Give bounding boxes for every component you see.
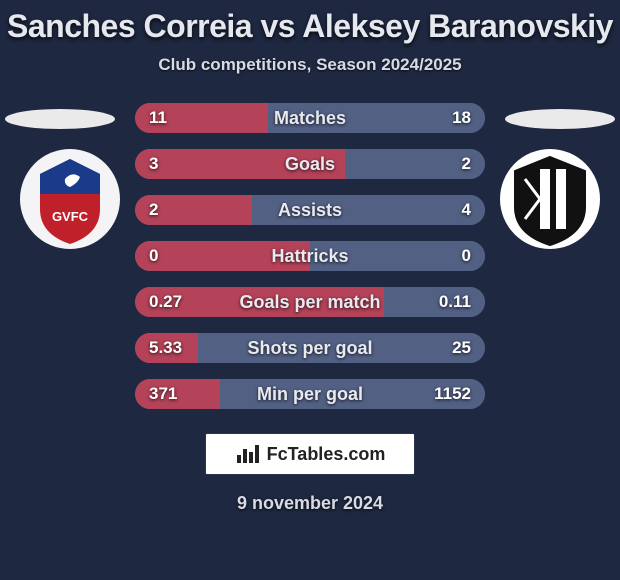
bar-right-fill	[345, 149, 485, 179]
crest-left-icon: GVFC	[20, 149, 120, 249]
svg-text:GVFC: GVFC	[52, 209, 89, 224]
bar-right-fill	[198, 333, 485, 363]
stat-row: Hattricks00	[135, 241, 485, 271]
stat-row: Assists24	[135, 195, 485, 225]
flag-left	[5, 109, 115, 129]
crest-right	[500, 149, 600, 249]
stat-row: Shots per goal5.3325	[135, 333, 485, 363]
bar-left-fill	[135, 195, 252, 225]
stat-bars: Matches1118 Goals32 Assists24 Hattricks00 Go…	[135, 103, 485, 425]
flag-right	[505, 109, 615, 129]
footer-brand-text: FcTables.com	[267, 444, 386, 465]
bar-right-fill	[310, 241, 485, 271]
comparison-arena: GVFC Matches1118 Goals32 Assists24 Hattrick…	[0, 103, 620, 413]
bar-left-fill	[135, 333, 198, 363]
bar-right-fill	[268, 103, 485, 133]
chart-icon	[235, 443, 263, 465]
subtitle: Club competitions, Season 2024/2025	[0, 55, 620, 75]
bar-right-fill	[252, 195, 485, 225]
crest-left: GVFC	[20, 149, 120, 249]
bar-left-fill	[135, 241, 310, 271]
page-title: Sanches Correia vs Aleksey Baranovskiy	[0, 0, 620, 45]
bar-right-fill	[220, 379, 485, 409]
date: 9 november 2024	[0, 493, 620, 514]
bar-left-fill	[135, 149, 345, 179]
stat-row: Matches1118	[135, 103, 485, 133]
footer-brand: FcTables.com	[205, 433, 415, 475]
bar-left-fill	[135, 103, 268, 133]
stat-row: Goals per match0.270.11	[135, 287, 485, 317]
bar-left-fill	[135, 287, 384, 317]
stat-row: Min per goal3711152	[135, 379, 485, 409]
stat-row: Goals32	[135, 149, 485, 179]
bar-right-fill	[384, 287, 485, 317]
crest-right-icon	[500, 149, 600, 249]
bar-left-fill	[135, 379, 220, 409]
